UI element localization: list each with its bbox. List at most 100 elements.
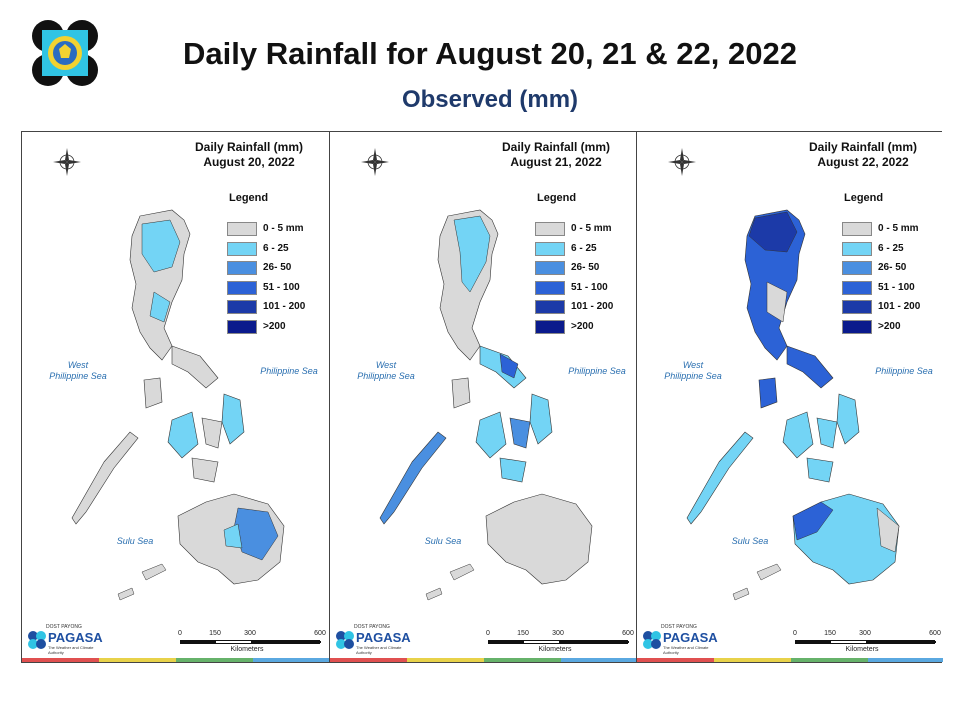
brand-name: PAGASA <box>48 630 103 645</box>
panel-title-line1: Daily Rainfall (mm) <box>808 140 918 154</box>
legend-label: 26- 50 <box>571 262 600 274</box>
legend-item: >200 <box>227 318 323 338</box>
panel-title-line1: Daily Rainfall (mm) <box>194 140 304 154</box>
legend-swatch <box>535 319 565 334</box>
pagasa-brand: DOST PAYONG PAGASA The Weather and Clima… <box>26 622 110 658</box>
legend-label: 51 - 100 <box>878 281 915 293</box>
pagasa-mark-icon <box>28 631 46 649</box>
sulu-sea-label: Sulu Sea <box>731 536 769 546</box>
philippine-sea-label: Philippine Sea <box>260 366 318 376</box>
sulu-sea-label: Sulu Sea <box>116 536 154 546</box>
scale-ticks: 0 150 300 600 <box>172 630 326 640</box>
scale-bar: 0 150 300 600 Kilometers <box>787 630 941 654</box>
brand-top: DOST PAYONG <box>46 624 82 630</box>
scale-unit: Kilometers <box>845 646 879 653</box>
legend-label: 0 - 5 mm <box>263 223 304 234</box>
legend-label: 101 - 200 <box>571 301 614 313</box>
map-panel-aug-21: Daily Rainfall (mm) August 21, 2022 Lege… <box>329 132 636 662</box>
legend: 0 - 5 mm 6 - 25 26- 50 51 - 100 101 - 20… <box>842 220 938 338</box>
scale-tick: 150 <box>209 630 221 637</box>
legend-swatch <box>535 241 565 256</box>
legend: 0 - 5 mm 6 - 25 26- 50 51 - 100 101 - 20… <box>535 220 631 338</box>
color-strip <box>22 658 329 662</box>
page-subtitle: Observed (mm) <box>401 86 579 113</box>
legend-label: 51 - 100 <box>263 281 300 293</box>
panel-title-line1: Daily Rainfall (mm) <box>501 140 611 154</box>
page-title: Daily Rainfall for August 20, 21 & 22, 2… <box>183 36 797 71</box>
scale-tick: 0 <box>486 630 490 637</box>
scale-bar-line <box>180 640 321 644</box>
legend-swatch <box>227 222 257 236</box>
panel-title-line2: August 20, 2022 <box>203 155 295 169</box>
legend-item: 101 - 200 <box>227 298 323 318</box>
panel-title-line2: August 22, 2022 <box>817 155 909 169</box>
legend-label: 0 - 5 mm <box>571 223 612 234</box>
legend-title: Legend <box>537 192 577 204</box>
scale-unit: Kilometers <box>538 646 572 653</box>
brand-sub: The Weather and Climate Authority <box>48 645 94 655</box>
brand-sub: The Weather and Climate Authority <box>663 645 709 655</box>
legend-swatch <box>535 222 565 236</box>
legend-swatch <box>227 300 257 315</box>
legend-swatch <box>535 280 565 295</box>
legend-label: >200 <box>571 320 594 332</box>
legend-label: 101 - 200 <box>263 301 306 313</box>
brand-sub: The Weather and Climate Authority <box>356 645 402 655</box>
scale-tick: 0 <box>178 630 182 637</box>
legend-item: 51 - 100 <box>535 279 631 299</box>
legend-label: >200 <box>263 320 286 332</box>
legend-swatch <box>842 241 872 256</box>
scale-tick: 300 <box>859 630 871 637</box>
legend-item: 6 - 25 <box>842 240 938 260</box>
legend-item: >200 <box>535 318 631 338</box>
scale-bar-line <box>488 640 629 644</box>
legend-swatch <box>227 280 257 295</box>
west-philippine-sea-label: West Philippine Sea <box>49 360 107 381</box>
legend-label: 6 - 25 <box>878 242 904 254</box>
legend-item: 0 - 5 mm <box>227 220 323 240</box>
pagasa-logo <box>32 20 98 86</box>
legend-label: 0 - 5 mm <box>878 223 919 234</box>
legend-label: 26- 50 <box>263 262 292 274</box>
legend-title: Legend <box>844 192 884 204</box>
legend-swatch <box>227 319 257 334</box>
philippine-sea-label: Philippine Sea <box>875 366 933 376</box>
sulu-sea-label: Sulu Sea <box>424 536 462 546</box>
rainfall-map <box>53 148 285 601</box>
legend-item: 26- 50 <box>227 259 323 279</box>
brand-name: PAGASA <box>356 630 411 645</box>
panel-title: Daily Rainfall (mm) August 21, 2022 <box>486 140 626 170</box>
scale-bar: 0 150 300 600 Kilometers <box>172 630 326 654</box>
legend-swatch <box>842 261 872 276</box>
legend-swatch <box>842 280 872 295</box>
legend-item: 26- 50 <box>842 259 938 279</box>
legend-item: 51 - 100 <box>842 279 938 299</box>
scale-unit: Kilometers <box>230 646 264 653</box>
legend-label: 101 - 200 <box>878 301 921 313</box>
map-panel-aug-20: Daily Rainfall (mm) August 20, 2022 Lege… <box>22 132 329 662</box>
legend-swatch <box>535 300 565 315</box>
scale-tick: 300 <box>552 630 564 637</box>
scale-ticks: 0 150 300 600 <box>787 630 941 640</box>
legend-label: 51 - 100 <box>571 281 608 293</box>
legend-title: Legend <box>229 192 269 204</box>
scale-bar-line <box>795 640 936 644</box>
legend-item: 101 - 200 <box>535 298 631 318</box>
legend-item: 26- 50 <box>535 259 631 279</box>
color-strip <box>330 658 636 662</box>
legend: 0 - 5 mm 6 - 25 26- 50 51 - 100 101 - 20… <box>227 220 323 338</box>
legend-item: 6 - 25 <box>227 240 323 260</box>
legend-swatch <box>227 261 257 276</box>
color-strip <box>637 658 943 662</box>
brand-name: PAGASA <box>663 630 718 645</box>
pagasa-mark-icon <box>336 631 354 649</box>
legend-label: >200 <box>878 320 901 332</box>
west-philippine-sea-label: West Philippine Sea <box>357 360 415 381</box>
west-philippine-sea-label: West Philippine Sea <box>664 360 722 381</box>
scale-tick: 150 <box>824 630 836 637</box>
legend-swatch <box>842 222 872 236</box>
legend-item: 101 - 200 <box>842 298 938 318</box>
map-panels: Daily Rainfall (mm) August 20, 2022 Lege… <box>21 131 943 663</box>
brand-top: DOST PAYONG <box>661 624 697 630</box>
scale-tick: 600 <box>929 630 941 637</box>
